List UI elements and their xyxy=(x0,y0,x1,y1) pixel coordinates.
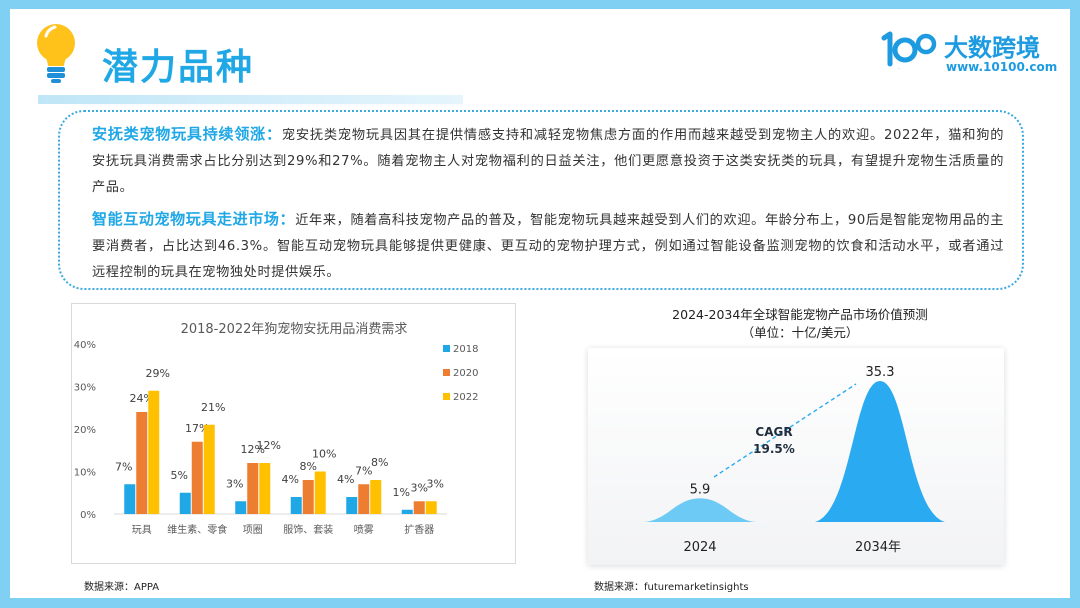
summary-box xyxy=(58,110,1024,290)
brand-url: www.10100.com xyxy=(946,60,1058,74)
bar-2018 xyxy=(179,492,191,514)
bar-2020 xyxy=(302,480,314,514)
y-tick-label: 0% xyxy=(80,510,96,521)
bar-2018 xyxy=(235,501,247,514)
bar-2020 xyxy=(136,412,148,514)
bar-data-label: 21% xyxy=(201,401,225,414)
bar-data-label: 10% xyxy=(312,448,336,461)
forecast-chart-title: 2024-2034年全球智能宠物产品市场价值预测 （单位：十亿/美元） xyxy=(600,306,1000,342)
bar-data-label: 4% xyxy=(282,473,299,486)
bar-data-label: 24% xyxy=(130,392,154,405)
title-underline-bar xyxy=(38,95,463,104)
bar-data-label: 12% xyxy=(257,439,281,452)
x-tick-label: 服饰、套装 xyxy=(283,523,333,536)
bar-2018 xyxy=(124,484,136,514)
x-tick-label: 项圈 xyxy=(243,524,263,536)
bar-2020 xyxy=(413,501,425,514)
bar-data-label: 7% xyxy=(115,460,132,473)
bar-2018 xyxy=(401,509,413,514)
bar-2018 xyxy=(346,497,358,514)
bar-2020 xyxy=(191,441,203,514)
bar-2022 xyxy=(314,471,326,514)
y-tick-label: 40% xyxy=(74,340,96,351)
area-peak xyxy=(815,381,945,522)
bar-2022 xyxy=(259,463,271,514)
logo-mark-text: 100 xyxy=(898,68,900,70)
bar-2020 xyxy=(247,463,259,514)
bar-data-label: 5% xyxy=(171,469,188,482)
bar-data-label: 17% xyxy=(185,422,209,435)
y-tick-label: 30% xyxy=(74,383,96,394)
bar-chart-panel: 2018-2022年狗宠物安抚用品消费需求 0% 10% 20% 30% 40% 7% 24%… xyxy=(71,303,516,564)
bar-chart: 2018-2022年狗宠物安抚用品消费需求 0% 10% 20% 30% 40% 7% 24%… xyxy=(74,321,479,536)
legend-swatch-2020 xyxy=(443,369,450,376)
bar-2022 xyxy=(203,424,215,514)
y-tick-label: 10% xyxy=(74,468,96,479)
paragraph-body: 宠安抚类宠物玩具因其在提供情感支持和减轻宠物焦虑方面的作用而越来越受到宠物主人的… xyxy=(92,128,1004,195)
bar-data-label: 12% xyxy=(241,443,265,456)
x-tick-label: 玩具 xyxy=(132,524,152,536)
source-note-left: 数据来源：APPA xyxy=(84,582,160,593)
bar-2022 xyxy=(148,390,160,514)
legend-label-2020: 2020 xyxy=(453,368,478,379)
paragraph-heading: 安抚类宠物玩具持续领涨： xyxy=(92,125,282,143)
paragraph-smart-toys: 智能互动宠物玩具走进市场：近年来，随着高科技宠物产品的普及，智能宠物玩具越来越受… xyxy=(92,206,1004,286)
cagr-label: CAGR xyxy=(755,425,792,439)
x-tick-label: 喷雾 xyxy=(354,524,374,536)
brand-logo-icon: 100 xyxy=(881,31,937,70)
area-peak xyxy=(644,498,756,522)
y-tick-label: 20% xyxy=(74,425,96,436)
paragraph-heading: 智能互动宠物玩具走进市场： xyxy=(92,210,296,228)
bar-data-label: 3% xyxy=(226,477,243,490)
source-note-right: 数据来源：futuremarketinsights xyxy=(594,582,749,593)
bar-data-label: 1% xyxy=(393,486,410,499)
bar-chart-title: 2018-2022年狗宠物安抚用品消费需求 xyxy=(181,321,408,337)
cagr-value: 19.5% xyxy=(753,442,795,456)
bar-data-label: 7% xyxy=(355,464,372,477)
x-category-label: 2024 xyxy=(683,540,716,555)
x-category-label: 2034年 xyxy=(855,540,901,555)
forecast-chart-panel: 5.9 2024 35.3 2034年 CAGR 19.5% xyxy=(588,348,1004,565)
bar-2022 xyxy=(370,480,382,514)
legend-swatch-2018 xyxy=(443,345,450,352)
bar-data-label: 3% xyxy=(411,481,428,494)
legend-swatch-2022 xyxy=(443,393,450,400)
legend-label-2018: 2018 xyxy=(453,344,478,355)
bar-data-label: 8% xyxy=(300,460,317,473)
forecast-title-line: 2024-2034年全球智能宠物产品市场价值预测 xyxy=(672,307,928,322)
bar-data-label: 3% xyxy=(427,477,444,490)
x-tick-label: 维生素、零食 xyxy=(167,523,227,536)
growth-dashed-line xyxy=(713,383,857,478)
lightbulb-icon xyxy=(37,24,75,83)
brand-name: 大数跨境 xyxy=(944,34,1040,62)
peak-value-label: 5.9 xyxy=(690,482,711,497)
bar-data-label: 8% xyxy=(371,456,388,469)
bar-data-label: 29% xyxy=(146,367,170,380)
peak-value-label: 35.3 xyxy=(866,365,895,380)
page-title: 潜力品种 xyxy=(102,47,255,88)
bar-data-label: 4% xyxy=(337,473,354,486)
forecast-subtitle-line: （单位：十亿/美元） xyxy=(741,325,859,340)
paragraph-body: 近年来，随着高科技宠物产品的普及，智能宠物玩具越来越受到人们的欢迎。年龄分布上，… xyxy=(92,213,1004,280)
bar-2018 xyxy=(290,497,302,514)
legend-label-2022: 2022 xyxy=(453,392,478,403)
x-tick-label: 扩香器 xyxy=(404,523,434,536)
bar-2020 xyxy=(358,484,370,514)
forecast-chart: 5.9 2024 35.3 2034年 CAGR 19.5% xyxy=(644,365,945,555)
bar-2022 xyxy=(425,501,437,514)
paragraph-soothing-toys: 安抚类宠物玩具持续领涨：宠安抚类宠物玩具因其在提供情感支持和减轻宠物焦虑方面的作… xyxy=(92,121,1004,201)
